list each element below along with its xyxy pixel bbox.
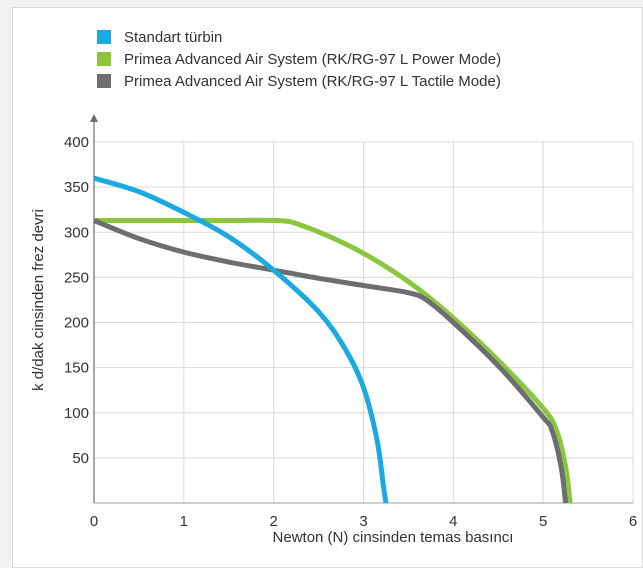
series-lines (93, 175, 573, 504)
series-line-1 (93, 175, 389, 504)
x-tick-label: 2 (269, 513, 277, 530)
x-tick-label: 4 (449, 513, 457, 530)
y-axis-label: k d/dak cinsinden frez devri (30, 209, 47, 391)
legend: Standart türbin Primea Advanced Air Syste… (97, 29, 501, 90)
series-line-3 (93, 218, 569, 504)
legend-label: Primea Advanced Air System (RK/RG-97 L T… (124, 73, 501, 90)
x-tick-label: 5 (539, 513, 547, 530)
x-tick-label: 6 (629, 513, 637, 530)
series-line-2 (93, 217, 573, 504)
axes (90, 114, 633, 504)
y-tick-label: 200 (64, 315, 89, 332)
y-tick-label: 150 (64, 360, 89, 377)
y-axis-arrow (90, 114, 98, 122)
y-tick-label: 250 (64, 269, 89, 286)
legend-label: Standart türbin (124, 29, 222, 46)
x-tick-label: 1 (180, 513, 188, 530)
grid-lines (94, 141, 634, 503)
legend-swatch (97, 74, 111, 88)
y-tick-label: 50 (72, 450, 89, 467)
legend-swatch (97, 30, 111, 44)
x-tick-label: 0 (90, 513, 98, 530)
chart-panel (12, 7, 643, 568)
tick-labels: 0 1 2 3 4 5 6 50 100 150 200 250 300 350 400 (64, 134, 637, 530)
y-tick-label: 350 (64, 179, 89, 196)
x-axis-label: Newton (N) cinsinden temas basıncı (273, 529, 514, 546)
x-tick-label: 3 (359, 513, 367, 530)
y-tick-label: 400 (64, 134, 89, 151)
legend-label: Primea Advanced Air System (RK/RG-97 L P… (124, 51, 501, 68)
legend-swatch (97, 52, 111, 66)
y-tick-label: 100 (64, 405, 89, 422)
y-tick-label: 300 (64, 224, 89, 241)
